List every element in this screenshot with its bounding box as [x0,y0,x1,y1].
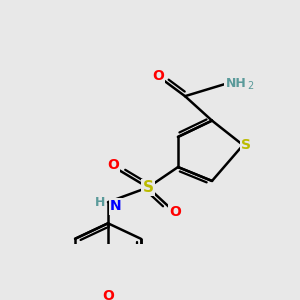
Text: NH: NH [226,76,246,90]
Text: O: O [169,205,181,219]
Text: N: N [110,199,122,213]
Text: O: O [107,158,119,172]
Text: 2: 2 [247,81,253,92]
Text: S: S [142,180,154,195]
Text: O: O [102,289,114,300]
Text: H: H [95,196,105,208]
Text: O: O [152,69,164,83]
Text: S: S [241,138,251,152]
